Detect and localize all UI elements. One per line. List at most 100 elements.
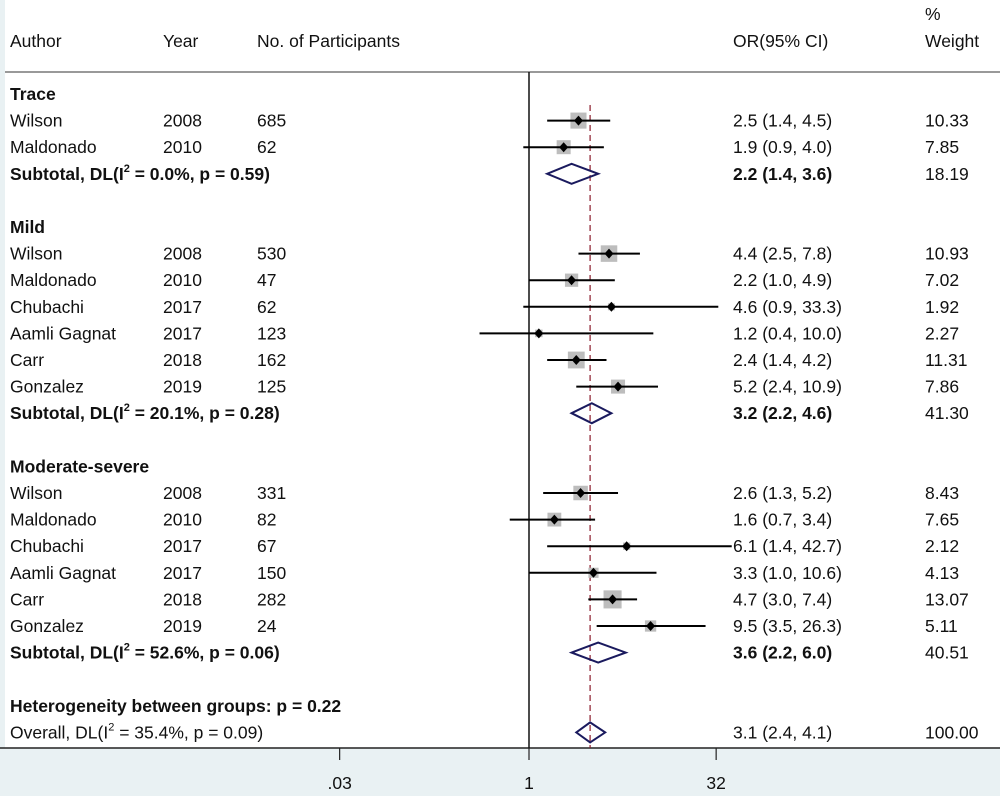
overall-diamond — [574, 721, 608, 744]
x-tick-label: 32 — [706, 773, 725, 793]
subtotal-weight: 40.51 — [925, 643, 969, 663]
study-point-estimate — [604, 248, 614, 259]
study-weight: 10.33 — [925, 111, 969, 131]
study-point-estimate — [567, 275, 577, 286]
subtotal-label: Subtotal, DL(I2 = 0.0%, p = 0.59) — [10, 163, 270, 184]
study-or-ci: 3.3 (1.0, 10.6) — [733, 563, 842, 583]
study-author: Chubachi — [10, 297, 84, 317]
study-or-ci: 4.6 (0.9, 33.3) — [733, 297, 842, 317]
study-point-estimate — [534, 328, 544, 339]
group-title: Trace — [10, 84, 56, 104]
study-or-ci: 2.6 (1.3, 5.2) — [733, 483, 832, 503]
label-text: = 0.0%, p = 0.59) — [130, 164, 270, 184]
subtotal-diamond — [544, 162, 602, 185]
group-title: Mild — [10, 217, 45, 237]
subtotal-label: Subtotal, DL(I2 = 20.1%, p = 0.28) — [10, 402, 280, 423]
study-point-estimate — [613, 381, 623, 392]
study-participants: 331 — [257, 483, 286, 503]
subtotal-or-ci: 3.2 (2.2, 4.6) — [733, 403, 832, 423]
study-point-estimate — [549, 514, 559, 525]
study-year: 2018 — [163, 350, 202, 370]
study-year: 2010 — [163, 510, 202, 530]
study-year: 2017 — [163, 323, 202, 343]
superscript: 2 — [124, 163, 130, 175]
study-author: Carr — [10, 350, 44, 370]
study-author: Gonzalez — [10, 377, 84, 397]
study-or-ci: 1.6 (0.7, 3.4) — [733, 510, 832, 530]
study-participants: 282 — [257, 589, 286, 609]
study-point-estimate — [622, 541, 632, 552]
label-text: Subtotal, DL(I — [10, 164, 124, 184]
study-year: 2017 — [163, 297, 202, 317]
study-author: Chubachi — [10, 536, 84, 556]
study-weight: 7.02 — [925, 270, 959, 290]
header-or: OR(95% CI) — [733, 31, 828, 51]
header-weight-pct: % — [925, 4, 941, 24]
study-weight: 11.31 — [925, 350, 968, 370]
study-participants: 162 — [257, 350, 286, 370]
plot-panel — [5, 0, 1000, 748]
study-author: Maldonado — [10, 510, 97, 530]
label-text: = 52.6%, p = 0.06) — [130, 643, 280, 663]
study-year: 2018 — [163, 589, 202, 609]
overall-or-ci: 3.1 (2.4, 4.1) — [733, 722, 832, 742]
study-participants: 125 — [257, 377, 286, 397]
subtotal-label: Subtotal, DL(I2 = 52.6%, p = 0.06) — [10, 642, 280, 663]
study-year: 2019 — [163, 377, 202, 397]
study-weight: 13.07 — [925, 589, 969, 609]
study-or-ci: 1.2 (0.4, 10.0) — [733, 323, 842, 343]
superscript: 2 — [108, 721, 114, 733]
header-weight: Weight — [925, 31, 979, 51]
header-author: Author — [10, 31, 62, 51]
header-year: Year — [163, 31, 199, 51]
subtotal-diamond — [569, 402, 614, 425]
study-weight: 7.65 — [925, 510, 959, 530]
label-text: Subtotal, DL(I — [10, 643, 124, 663]
heterogeneity-label: Heterogeneity between groups: p = 0.22 — [10, 696, 341, 716]
study-author: Maldonado — [10, 270, 97, 290]
study-or-ci: 6.1 (1.4, 42.7) — [733, 536, 842, 556]
study-author: Aamli Gagnat — [10, 323, 116, 343]
study-participants: 685 — [257, 111, 286, 131]
study-point-estimate — [559, 142, 569, 153]
study-author: Maldonado — [10, 137, 97, 157]
study-point-estimate — [588, 567, 598, 578]
study-or-ci: 4.4 (2.5, 7.8) — [733, 244, 832, 264]
study-point-estimate — [571, 355, 581, 365]
study-participants: 123 — [257, 323, 286, 343]
study-author: Carr — [10, 589, 44, 609]
study-weight: 1.92 — [925, 297, 959, 317]
subtotal-diamond — [568, 641, 629, 664]
study-year: 2008 — [163, 111, 202, 131]
study-point-estimate — [608, 594, 618, 605]
study-point-estimate — [646, 621, 656, 631]
label-text: Overall, DL(I — [10, 722, 108, 742]
study-author: Wilson — [10, 111, 63, 131]
study-weight: 10.93 — [925, 244, 969, 264]
study-or-ci: 5.2 (2.4, 10.9) — [733, 377, 842, 397]
study-year: 2017 — [163, 563, 202, 583]
study-or-ci: 2.4 (1.4, 4.2) — [733, 350, 832, 370]
study-point-estimate — [573, 115, 583, 126]
study-weight: 2.27 — [925, 323, 959, 343]
label-text: = 20.1%, p = 0.28) — [130, 403, 280, 423]
study-participants: 47 — [257, 270, 276, 290]
study-participants: 67 — [257, 536, 276, 556]
study-or-ci: 4.7 (3.0, 7.4) — [733, 589, 832, 609]
subtotal-or-ci: 2.2 (1.4, 3.6) — [733, 164, 832, 184]
study-year: 2010 — [163, 137, 202, 157]
subtotal-weight: 18.19 — [925, 164, 969, 184]
overall-label: Overall, DL(I2 = 35.4%, p = 0.09) — [10, 721, 263, 742]
superscript: 2 — [124, 642, 130, 654]
study-participants: 82 — [257, 510, 276, 530]
study-participants: 62 — [257, 137, 276, 157]
study-year: 2008 — [163, 483, 202, 503]
x-tick-label: 1 — [524, 773, 534, 793]
study-or-ci: 1.9 (0.9, 4.0) — [733, 137, 832, 157]
group-title: Moderate-severe — [10, 456, 149, 476]
study-weight: 4.13 — [925, 563, 959, 583]
study-weight: 7.85 — [925, 137, 959, 157]
study-year: 2010 — [163, 270, 202, 290]
study-year: 2008 — [163, 244, 202, 264]
